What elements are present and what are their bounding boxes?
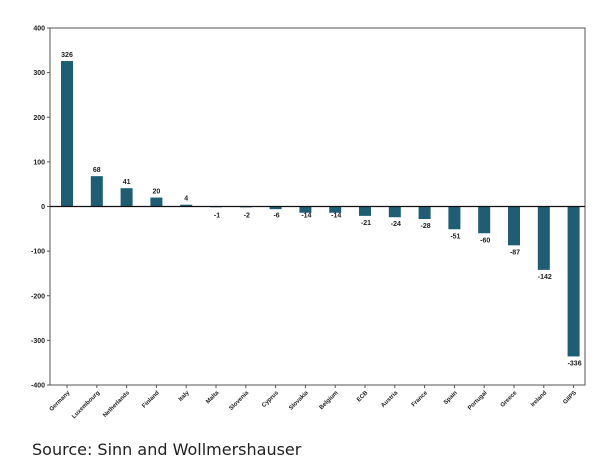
y-tick-label: 0: [41, 204, 45, 211]
data-label: -21: [361, 220, 371, 227]
x-tick-label: France: [411, 390, 430, 409]
y-tick-label: 100: [33, 159, 45, 166]
bar-chart: 400 300 200 100 0 -100 -200 -300 -400 326 68 41 20 4…: [31, 26, 586, 420]
bar-ecb: [359, 206, 371, 216]
data-label: -60: [480, 237, 490, 244]
x-tick-label: Finland: [141, 390, 161, 410]
data-label: 41: [123, 179, 131, 186]
bar-netherlands: [120, 188, 133, 207]
x-tick-label: Slovenia: [229, 390, 251, 412]
data-label: -336: [568, 360, 582, 367]
x-tick-label: Malta: [205, 390, 221, 406]
x-tick-label: Portugal: [467, 390, 489, 412]
y-tick-label: -400: [31, 383, 45, 390]
data-label: -14: [301, 213, 311, 220]
bar-italy: [180, 204, 193, 207]
x-tick-label: Belgium: [319, 390, 340, 411]
bar-luxembourg: [90, 176, 103, 207]
bar-portugal: [478, 206, 491, 234]
x-tick-label: Cyprus: [261, 390, 280, 409]
y-axis: 400 300 200 100 0 -100 -200 -300 -400: [31, 26, 50, 390]
data-labels: 326 68 41 20 4 -1 -2 -6 -14 -14 -21 -24 -28 -51 -60 -87…: [61, 52, 582, 367]
data-label: -24: [391, 221, 401, 228]
x-tick-label: Luxembourg: [71, 390, 101, 420]
x-axis: Germany Luxembourg Netherlands Finland Italy…: [49, 385, 578, 420]
bar-slovakia: [299, 206, 312, 213]
x-tick-label: Austria: [380, 390, 399, 409]
x-tick-label: Slovakia: [288, 390, 310, 412]
data-label: -2: [244, 213, 250, 220]
bar-france: [418, 206, 431, 219]
data-label: -51: [450, 233, 460, 240]
source-note: Source: Sinn and Wollmershauser: [32, 440, 302, 459]
data-label: 20: [153, 189, 161, 196]
y-tick-label: 200: [33, 115, 45, 122]
bar-austria: [388, 206, 401, 218]
x-tick-label: Spain: [443, 390, 459, 406]
data-label: 326: [61, 52, 73, 59]
bar-cyprus: [269, 206, 282, 210]
y-tick-label: -100: [31, 249, 45, 256]
data-label: -87: [510, 249, 520, 256]
bar-spain: [448, 206, 461, 230]
x-tick-label: Germany: [49, 390, 72, 413]
data-label: 4: [184, 196, 188, 203]
data-label: -14: [331, 213, 341, 220]
bar-series: [61, 61, 580, 357]
data-label: -1: [214, 213, 220, 220]
y-tick-label: 300: [33, 70, 45, 77]
bar-ireland: [537, 206, 550, 270]
x-tick-label: Netherlands: [102, 390, 131, 419]
y-tick-label: -300: [31, 338, 45, 345]
y-tick-label: 400: [33, 26, 45, 33]
data-label: -142: [538, 274, 552, 281]
x-tick-label: Greece: [500, 390, 519, 409]
data-label: 68: [93, 167, 101, 174]
x-tick-label: GIIPS: [562, 390, 578, 406]
x-tick-label: Ireland: [530, 390, 548, 408]
data-label: -28: [421, 223, 431, 230]
bar-germany: [61, 61, 73, 207]
x-tick-label: Italy: [178, 390, 191, 403]
bar-belgium: [329, 206, 342, 213]
data-label: -6: [273, 213, 279, 220]
bar-finland: [150, 197, 163, 207]
bar-giips: [567, 206, 580, 357]
y-tick-label: -200: [31, 293, 45, 300]
bar-greece: [508, 206, 520, 246]
x-tick-label: ECB: [356, 390, 370, 404]
